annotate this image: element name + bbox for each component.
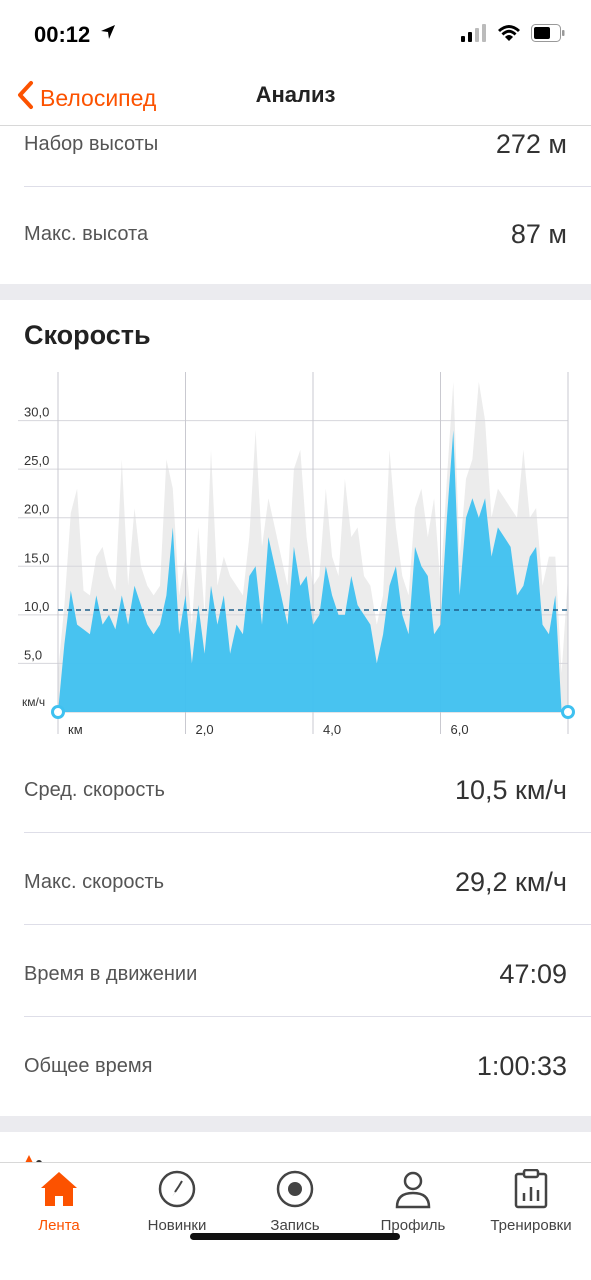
home-icon <box>39 1169 79 1209</box>
y-tick-label: 5,0 <box>24 647 42 662</box>
status-bar: 00:12 <box>0 0 591 70</box>
profile-icon <box>393 1169 433 1209</box>
speed-chart: 5,0 10,0 15,0 20,0 25,0 30,0 км/ч км 2,0 4,0 6,0 <box>18 372 575 737</box>
tab-label: Тренировки <box>490 1217 572 1234</box>
y-tick-label: 25,0 <box>24 453 49 468</box>
x-unit-label: км <box>68 722 83 737</box>
elapsed-time-value: 1:00:33 <box>476 1050 567 1081</box>
tab-training[interactable]: Тренировки <box>472 1169 590 1239</box>
max-elevation-label: Макс. высота <box>24 222 149 245</box>
y-tick-label: 15,0 <box>24 550 49 565</box>
divider <box>24 924 591 925</box>
x-tick-label: 6,0 <box>451 722 469 737</box>
back-button-label: Велосипед <box>40 84 157 111</box>
tab-profile[interactable]: Профиль <box>354 1169 472 1239</box>
elevation-gain-row: Набор высоты 272 м <box>24 124 567 164</box>
clipboard-chart-icon <box>513 1169 549 1209</box>
divider <box>24 1016 591 1017</box>
tab-label: Лента <box>38 1217 80 1234</box>
speed-section-title: Скорость <box>24 320 151 350</box>
moving-time-row: Время в движении 47:09 <box>24 954 567 994</box>
next-section-icon <box>24 1152 42 1166</box>
speed-area <box>58 430 568 712</box>
section-separator <box>0 284 591 300</box>
max-speed-row: Макс. скорость 29,2 км/ч <box>24 862 567 902</box>
max-speed-label: Макс. скорость <box>24 870 165 893</box>
x-tick-label: 2,0 <box>196 722 214 737</box>
home-indicator <box>190 1233 400 1240</box>
y-tick-label: 30,0 <box>24 405 49 420</box>
avg-speed-label: Сред. скорость <box>24 778 165 801</box>
divider <box>24 832 591 833</box>
y-tick-label: 20,0 <box>24 502 49 517</box>
tab-label: Запись <box>270 1217 320 1234</box>
page-title: Анализ <box>255 82 336 107</box>
tab-label: Профиль <box>380 1217 446 1234</box>
max-elevation-value: 87 м <box>510 218 567 249</box>
navigation-bar: Велосипед Анализ <box>0 70 591 126</box>
record-icon <box>275 1169 315 1209</box>
tab-record[interactable]: Запись <box>236 1169 354 1239</box>
range-start-handle <box>51 705 65 719</box>
elevation-gain-label: Набор высоты <box>24 132 159 155</box>
elapsed-time-row: Общее время 1:00:33 <box>24 1046 567 1086</box>
location-arrow-icon <box>100 24 116 45</box>
divider <box>24 186 591 187</box>
section-separator <box>0 1116 591 1132</box>
tab-bar: Лента Новинки Запись Профиль Тренировки <box>0 1162 591 1280</box>
x-tick-label: 4,0 <box>323 722 341 737</box>
battery-icon <box>531 24 565 47</box>
y-tick-label: 10,0 <box>24 599 49 614</box>
range-end-handle <box>561 705 575 719</box>
max-speed-value: 29,2 км/ч <box>455 866 567 897</box>
back-button[interactable]: Велосипед <box>16 80 156 116</box>
signal-icon <box>461 24 487 47</box>
moving-time-value: 47:09 <box>499 958 567 989</box>
tab-explore[interactable]: Новинки <box>118 1169 236 1239</box>
chevron-left-icon <box>16 80 34 116</box>
avg-speed-row: Сред. скорость 10,5 км/ч <box>24 770 567 810</box>
compass-icon <box>157 1169 197 1209</box>
tab-feed[interactable]: Лента <box>0 1169 118 1239</box>
wifi-icon <box>497 24 521 47</box>
elevation-gain-value: 272 м <box>495 128 567 159</box>
y-unit-label: км/ч <box>22 695 45 709</box>
avg-speed-value: 10,5 км/ч <box>455 774 567 805</box>
status-time: 00:12 <box>34 22 91 47</box>
moving-time-label: Время в движении <box>24 962 198 985</box>
tab-label: Новинки <box>147 1217 207 1234</box>
elapsed-time-label: Общее время <box>24 1054 153 1077</box>
max-elevation-row: Макс. высота 87 м <box>24 214 567 254</box>
